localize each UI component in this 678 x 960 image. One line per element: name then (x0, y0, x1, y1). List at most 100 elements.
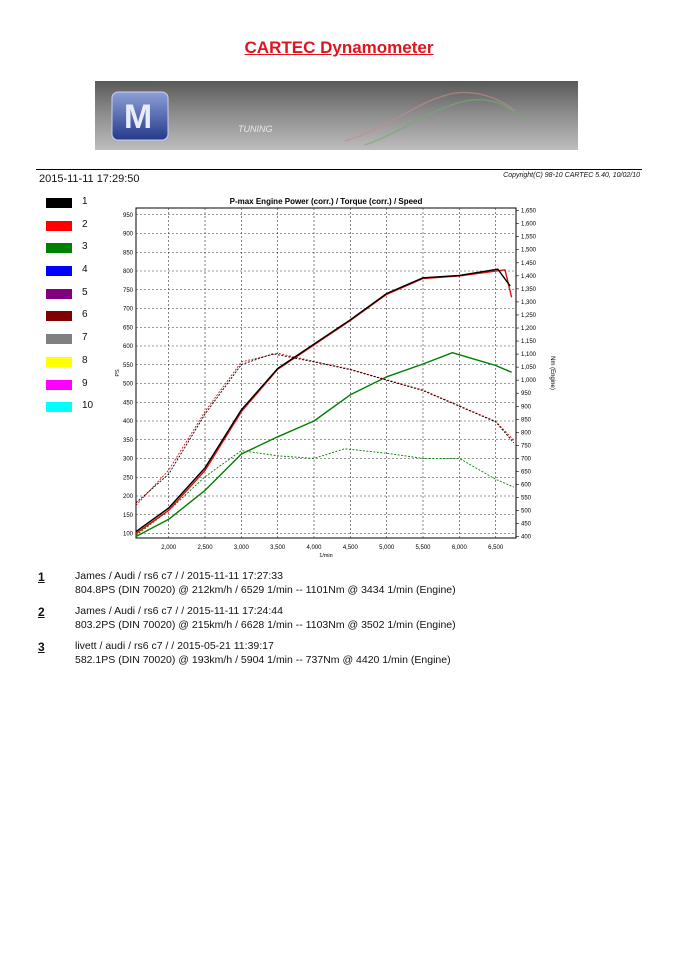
run-info: James / Audi / rs6 c7 / / 2015-11-11 17:… (75, 570, 283, 582)
y-axis-label: PS (115, 369, 121, 377)
y2-tick-label: 1,400 (521, 274, 537, 280)
y2-tick-label: 1,150 (521, 339, 537, 345)
run-result: 803.2PS (DIN 70020) @ 215km/h / 6628 1/m… (75, 619, 456, 631)
run-info: livett / audi / rs6 c7 / / 2015-05-21 11… (75, 640, 274, 652)
y-tick-label: 300 (123, 457, 134, 463)
chart-title: P-max Engine Power (corr.) / Torque (cor… (230, 197, 423, 206)
x-tick-label: 3,000 (234, 545, 250, 551)
y2-tick-label: 650 (521, 469, 532, 475)
x-tick-label: 4,500 (343, 545, 359, 551)
x-axis-label: 1/min (319, 553, 332, 559)
legend-label: 3 (82, 241, 88, 253)
y-tick-label: 850 (123, 250, 134, 256)
legend-label: 7 (82, 332, 88, 344)
legend-swatch (46, 311, 72, 322)
y2-tick-label: 1,000 (521, 378, 537, 384)
y2-tick-label: 450 (521, 522, 532, 528)
y2-tick-label: 800 (521, 430, 532, 436)
header-rule (36, 169, 642, 170)
dyno-chart: P-max Engine Power (corr.) / Torque (cor… (115, 197, 555, 559)
legend-label: 6 (82, 309, 88, 321)
legend-swatch (46, 198, 72, 208)
logo-letter: M (124, 98, 152, 136)
power-curve-1 (135, 268, 511, 533)
torque-curve-2 (135, 352, 515, 506)
power-curve-3 (135, 352, 512, 538)
page-title: CARTEC Dynamometer (244, 38, 434, 57)
run-number: 3 (38, 640, 45, 654)
legend-label: 9 (82, 377, 88, 389)
run-number: 2 (38, 605, 45, 619)
x-tick-label: 3,500 (270, 545, 286, 551)
x-tick-label: 4,000 (307, 545, 323, 551)
y2-tick-label: 850 (521, 417, 532, 423)
run-number: 1 (38, 570, 45, 584)
legend-label: 10 (82, 400, 94, 412)
torque-curve-1 (135, 353, 515, 504)
y2-tick-label: 1,250 (521, 313, 537, 319)
legend-label: 2 (82, 218, 88, 230)
run-entry: 3 livett / audi / rs6 c7 / / 2015-05-21 1… (38, 639, 638, 674)
logo-subtext: TUNING (238, 124, 273, 134)
x-tick-label: 2,000 (161, 545, 177, 551)
legend-swatch (46, 379, 72, 390)
legend-label: 8 (82, 354, 88, 366)
y2-tick-label: 700 (521, 456, 532, 462)
y2-tick-label: 600 (521, 483, 532, 489)
legend-swatch (46, 266, 72, 277)
y-tick-label: 650 (123, 325, 134, 331)
mrc-logo: M TUNING (108, 88, 308, 144)
y-tick-label: 250 (123, 475, 134, 481)
y2-tick-label: 900 (521, 404, 532, 410)
run-list: 1 James / Audi / rs6 c7 / / 2015-11-11 17… (38, 569, 638, 674)
y-tick-label: 150 (123, 513, 134, 519)
legend-swatch (46, 334, 72, 345)
x-tick-label: 6,000 (452, 545, 468, 551)
y2-tick-label: 1,100 (521, 352, 537, 358)
y2-tick-label: 500 (521, 509, 532, 515)
x-tick-label: 2,500 (198, 545, 214, 551)
banner (95, 81, 578, 150)
legend-swatch (46, 288, 72, 299)
banner-graph-decoration (344, 91, 526, 146)
run-result: 804.8PS (DIN 70020) @ 212km/h / 6529 1/m… (75, 584, 456, 596)
torque-curve-3 (135, 448, 514, 536)
run-entry: 1 James / Audi / rs6 c7 / / 2015-11-11 17… (38, 569, 638, 604)
run-result: 582.1PS (DIN 70020) @ 193km/h / 5904 1/m… (75, 654, 451, 666)
y2-tick-label: 1,550 (521, 235, 537, 241)
y-tick-label: 900 (123, 232, 134, 238)
y-tick-label: 700 (123, 307, 134, 313)
x-tick-label: 5,500 (415, 545, 431, 551)
run-info: James / Audi / rs6 c7 / / 2015-11-11 17:… (75, 605, 283, 617)
x-tick-label: 5,000 (379, 545, 395, 551)
y-tick-label: 800 (123, 269, 134, 275)
y-tick-label: 500 (123, 382, 134, 388)
y-tick-label: 100 (123, 532, 134, 538)
y2-tick-label: 1,350 (521, 287, 537, 293)
y2-tick-label: 750 (521, 443, 532, 449)
y2-tick-label: 550 (521, 496, 532, 502)
y-tick-label: 600 (123, 344, 134, 350)
y2-tick-label: 950 (521, 391, 532, 397)
legend-label: 4 (82, 264, 88, 276)
x-tick-label: 6,500 (488, 545, 504, 551)
y2-tick-label: 1,300 (521, 300, 537, 306)
plot-area (135, 207, 517, 539)
legend-swatch (46, 402, 72, 413)
legend-label: 5 (82, 286, 88, 298)
legend-swatch (46, 243, 72, 254)
y-tick-label: 350 (123, 438, 134, 444)
y-tick-label: 450 (123, 400, 134, 406)
y2-tick-label: 1,450 (521, 261, 537, 267)
y2-tick-label: 1,600 (521, 222, 537, 228)
run-entry: 2 James / Audi / rs6 c7 / / 2015-11-11 17… (38, 604, 638, 639)
legend-label: 1 (82, 196, 88, 207)
y2-tick-label: 1,500 (521, 248, 537, 254)
report-date: 2015-11-11 17:29:50 (39, 173, 140, 185)
y-tick-label: 550 (123, 363, 134, 369)
legend-swatch (46, 356, 72, 367)
y2-tick-label: 400 (521, 535, 532, 541)
copyright: Copyright(C) 98-10 CARTEC 5.40, 10/02/10 (503, 172, 640, 179)
y-tick-label: 200 (123, 494, 134, 500)
legend-swatch (46, 220, 72, 231)
